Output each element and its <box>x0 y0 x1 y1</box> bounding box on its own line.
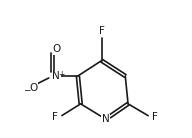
Text: N: N <box>52 71 60 81</box>
Text: F: F <box>99 26 104 36</box>
Text: +: + <box>58 70 65 79</box>
Text: F: F <box>152 112 158 122</box>
Text: −: − <box>23 85 31 94</box>
Text: N: N <box>102 114 110 124</box>
Text: O: O <box>52 44 60 55</box>
Text: F: F <box>52 112 58 122</box>
Text: O: O <box>29 83 37 93</box>
